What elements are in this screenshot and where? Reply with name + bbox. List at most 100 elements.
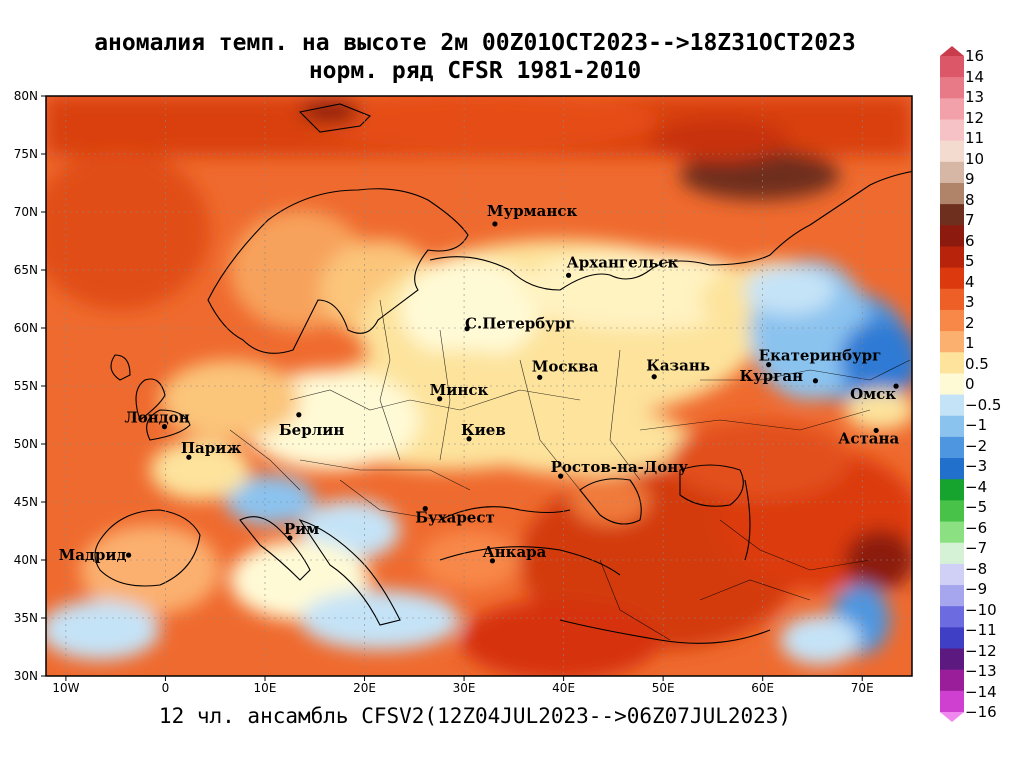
city-label: Рим	[284, 520, 319, 538]
lat-label: 40N	[14, 553, 38, 567]
lon-label: 0	[162, 681, 170, 695]
chart-subtitle: норм. ряд CFSR 1981-2010	[308, 58, 642, 84]
city-label: Анкара	[482, 543, 546, 561]
lat-label: 55N	[14, 379, 38, 393]
colorbar-label: −1	[965, 416, 988, 434]
colorbar-swatch	[940, 309, 964, 332]
city-dot	[558, 473, 564, 479]
city-label: Киев	[461, 421, 506, 439]
colorbar-swatch	[940, 606, 964, 628]
colorbar-swatch	[940, 542, 964, 565]
city-dot	[296, 412, 302, 418]
colorbar-label: −0.5	[965, 395, 1002, 414]
colorbar-swatch	[940, 267, 964, 290]
lat-label: 75N	[14, 147, 38, 161]
city-dot	[537, 374, 543, 380]
colorbar-label: −5	[965, 498, 988, 516]
ensemble-footer: 12 чл. ансамбль CFSV2(12Z04JUL2023-->06Z…	[158, 704, 792, 728]
colorbar-label: 5	[965, 252, 975, 270]
colorbar-swatch	[940, 352, 964, 374]
lon-label: 50E	[652, 681, 675, 695]
city-dot	[492, 221, 498, 227]
colorbar-swatch	[940, 479, 964, 501]
colorbar-bottom-arrow	[940, 712, 964, 722]
city-label: Москва	[532, 357, 599, 375]
city-dot	[437, 396, 443, 402]
lon-label: 40E	[552, 681, 575, 695]
colorbar-swatch	[940, 394, 964, 417]
city-dot	[161, 424, 168, 430]
colorbar-swatch	[940, 585, 964, 607]
colorbar-label: 14	[965, 67, 985, 86]
lon-label: 10E	[254, 681, 277, 695]
colorbar-label: −10	[965, 600, 997, 619]
colorbar-label: 13	[965, 88, 985, 106]
lat-label: 70N	[14, 205, 38, 219]
colorbar-label: −16	[965, 703, 997, 721]
colorbar-label: 2	[965, 313, 975, 332]
colorbar-label: 9	[965, 170, 975, 188]
colorbar-label: 8	[965, 190, 975, 209]
lat-label: 65N	[14, 263, 38, 277]
city-dot	[489, 558, 496, 564]
borders	[229, 299, 911, 641]
coastlines	[94, 103, 912, 644]
colorbar-swatch	[940, 288, 964, 311]
city-dot	[893, 383, 899, 389]
colorbar-swatch	[940, 415, 964, 438]
colorbar-label: 6	[965, 231, 975, 250]
colorbar-label: −14	[965, 682, 997, 701]
city-label: Казань	[646, 357, 710, 375]
colorbar-label: −13	[965, 662, 997, 680]
colorbar-swatch	[940, 690, 964, 713]
graticule	[46, 96, 912, 676]
colorbar-swatch	[940, 119, 964, 142]
colorbar-label: 3	[965, 293, 975, 311]
city-dot	[126, 552, 132, 558]
colorbar-label: 0.5	[965, 354, 989, 373]
lat-label: 60N	[14, 321, 38, 335]
city-dot	[766, 362, 772, 368]
colorbar-swatch	[940, 98, 964, 120]
lat-label: 50N	[14, 437, 38, 451]
city-label: Мурманск	[487, 202, 578, 220]
colorbar-swatch	[940, 669, 964, 692]
colorbar-swatch	[940, 246, 964, 269]
city-dot	[565, 272, 572, 278]
colorbar-label: 11	[965, 129, 985, 147]
city-dot	[464, 326, 470, 332]
city-label: С.Петербург	[465, 315, 574, 333]
colorbar-swatch	[940, 458, 964, 480]
colorbar	[940, 46, 964, 722]
longitude-labels: 10W 0 10E 20E 30E 40E 50E 60E 70E	[52, 676, 874, 695]
colorbar-swatch	[940, 373, 964, 396]
city-label: Астана	[838, 429, 899, 447]
colorbar-swatch	[940, 182, 964, 205]
city-dot	[812, 378, 819, 384]
city-dot	[186, 454, 192, 460]
city-label: Мадрид	[59, 546, 127, 564]
colorbar-swatch	[940, 331, 964, 353]
colorbar-label: −3	[965, 457, 988, 475]
colorbar-label: −11	[965, 621, 997, 639]
colorbar-swatch	[940, 161, 964, 184]
colorbar-swatch	[940, 521, 964, 544]
lon-label: 60E	[751, 681, 774, 695]
lon-label: 30E	[453, 681, 476, 695]
lat-label: 30N	[14, 669, 38, 683]
lon-label: 20E	[353, 681, 376, 695]
city-label: Париж	[181, 439, 242, 457]
city-dot	[651, 374, 657, 380]
colorbar-swatch	[940, 77, 964, 99]
colorbar-swatch	[940, 225, 964, 247]
city-dot	[466, 436, 472, 442]
lat-label: 80N	[14, 89, 38, 103]
city-label: Бухарест	[415, 509, 495, 527]
city-label: Архангельск	[567, 253, 679, 271]
colorbar-label: 7	[965, 211, 975, 229]
colorbar-label: −2	[965, 436, 988, 455]
colorbar-label: −6	[965, 518, 988, 537]
chart-title: аномалия темп. на высоте 2м 00Z01OCT2023…	[94, 30, 856, 56]
latitude-labels: 30N 35N 40N 45N 50N 55N 60N 65N 70N 75N 80N	[14, 89, 46, 683]
city-dot	[287, 535, 293, 541]
